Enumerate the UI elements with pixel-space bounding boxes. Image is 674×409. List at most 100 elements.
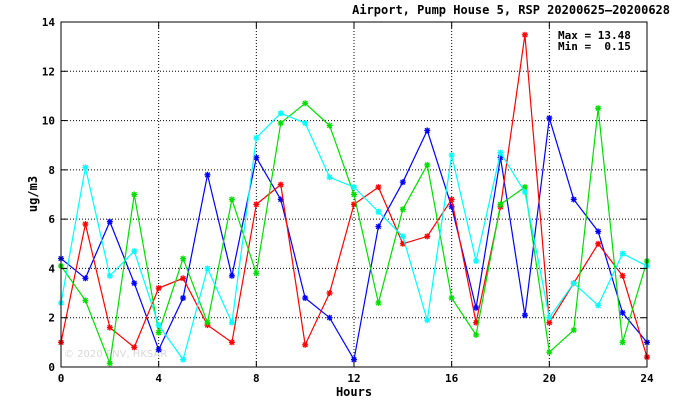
data-point <box>302 341 309 348</box>
data-point <box>155 346 162 353</box>
data-point <box>375 299 382 306</box>
data-point <box>375 208 382 215</box>
data-point <box>399 233 406 240</box>
data-point <box>106 272 113 279</box>
data-point <box>570 196 577 203</box>
data-point <box>424 161 431 168</box>
data-point <box>131 191 138 198</box>
data-point <box>302 100 309 107</box>
data-point <box>82 164 89 171</box>
data-point <box>204 319 211 326</box>
data-point <box>497 201 504 208</box>
chart-title: Airport, Pump House 5, RSP 20200625–2020… <box>352 3 670 17</box>
data-point <box>619 339 626 346</box>
data-point <box>253 134 260 141</box>
y-tick-label: 2 <box>48 312 55 325</box>
data-point <box>180 295 187 301</box>
data-point <box>204 265 211 272</box>
min-annotation: Min = 0.15 <box>558 40 631 53</box>
data-point <box>448 196 455 203</box>
data-point <box>595 228 602 235</box>
data-point <box>570 280 577 287</box>
data-point <box>473 331 480 338</box>
data-point <box>424 233 431 240</box>
data-point <box>399 240 406 247</box>
data-point <box>448 295 455 301</box>
data-point <box>131 280 138 287</box>
data-point <box>228 196 235 203</box>
data-point <box>253 201 260 208</box>
y-tick-label: 14 <box>42 16 56 29</box>
data-point <box>448 152 455 159</box>
data-point <box>106 324 113 331</box>
data-point <box>106 218 113 225</box>
data-point <box>131 344 138 351</box>
data-point <box>302 295 309 301</box>
data-point <box>424 317 431 324</box>
data-point <box>351 191 357 198</box>
data-point <box>82 275 89 282</box>
data-point <box>595 240 602 247</box>
data-point <box>82 297 89 304</box>
data-point <box>619 250 626 257</box>
data-point <box>228 272 235 279</box>
data-point <box>82 221 89 228</box>
data-point <box>228 339 235 346</box>
data-point <box>595 302 602 309</box>
data-point <box>204 171 211 178</box>
data-point <box>595 105 602 112</box>
y-tick-label: 12 <box>42 65 55 78</box>
data-point <box>521 189 528 196</box>
series-3 <box>58 100 650 367</box>
data-point <box>155 285 162 292</box>
data-point <box>473 304 480 311</box>
data-point <box>155 322 162 329</box>
data-point <box>546 319 553 326</box>
data-point <box>570 327 577 334</box>
data-point <box>546 314 553 321</box>
data-point <box>180 356 187 363</box>
data-point <box>277 120 284 127</box>
data-point <box>302 120 309 127</box>
x-tick-label: 24 <box>640 372 654 385</box>
data-point <box>277 110 284 117</box>
data-point <box>424 127 431 134</box>
data-point <box>375 223 382 230</box>
data-point <box>546 349 553 356</box>
x-tick-label: 8 <box>253 372 260 385</box>
data-point <box>228 319 235 326</box>
data-point <box>473 258 480 265</box>
data-point <box>521 31 528 38</box>
y-tick-label: 10 <box>42 115 55 128</box>
data-point <box>277 181 284 188</box>
data-point <box>180 255 187 262</box>
data-point <box>497 149 504 156</box>
y-tick-label: 4 <box>48 262 55 275</box>
y-tick-label: 0 <box>48 361 55 374</box>
y-axis-label: ug/m3 <box>26 176 40 212</box>
data-point <box>399 179 406 186</box>
data-point <box>131 248 138 255</box>
series-layer <box>58 31 650 367</box>
data-point <box>326 122 333 129</box>
data-point <box>106 360 113 367</box>
data-point <box>546 115 553 122</box>
data-point <box>155 329 162 336</box>
data-point <box>619 272 626 279</box>
y-tick-label: 8 <box>48 164 55 177</box>
series-4 <box>58 110 650 363</box>
data-point <box>180 275 187 282</box>
data-point <box>326 314 333 321</box>
x-axis-label: Hours <box>336 385 372 399</box>
x-tick-label: 20 <box>543 372 556 385</box>
data-point <box>375 184 382 191</box>
x-tick-label: 12 <box>347 372 360 385</box>
data-point <box>351 184 357 191</box>
data-point <box>326 174 333 181</box>
watermark: © 2020 ENV, HKSAR <box>64 349 167 360</box>
y-tick-label: 6 <box>48 213 55 226</box>
x-tick-label: 0 <box>58 372 65 385</box>
data-point <box>253 270 260 277</box>
